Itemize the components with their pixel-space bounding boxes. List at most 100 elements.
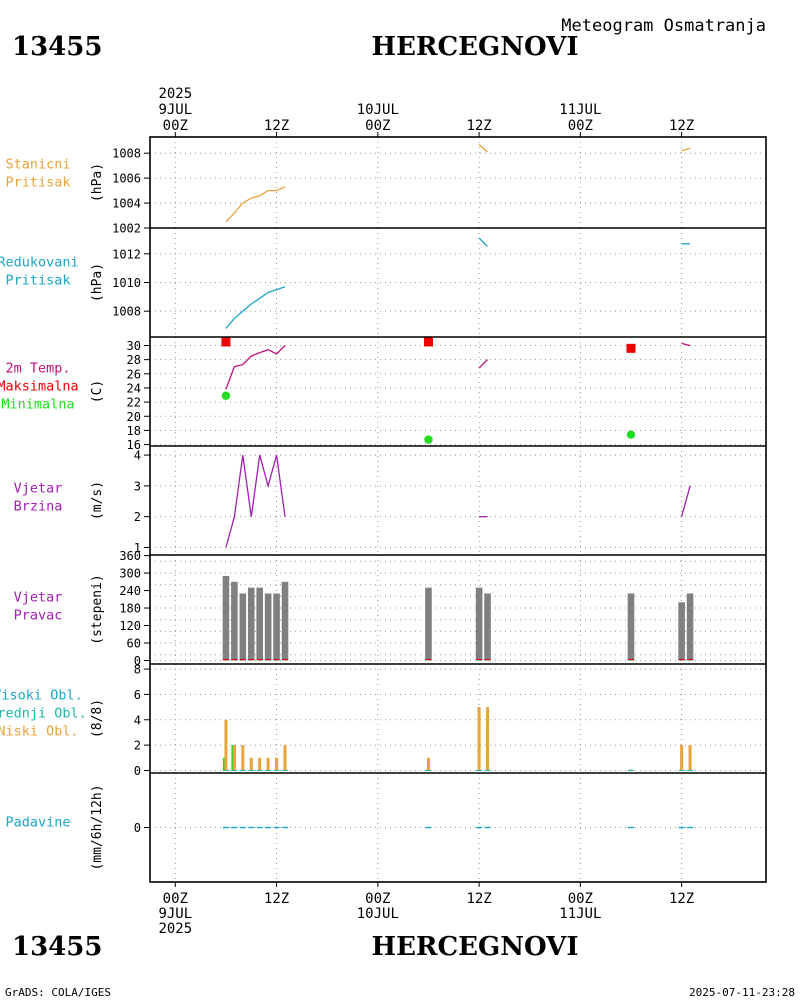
footer-timestamp: 2025-07-11-23:28 [689,986,795,999]
y-axis-label: (8/8) [90,699,105,738]
panel-label: Minimalna [1,397,74,413]
y-tick-label: 2 [134,739,141,753]
station-name-bottom: HERCEGNOVI [372,932,579,962]
wind-dir-bar [247,587,255,661]
series-line [478,144,488,153]
y-tick-label: 4 [134,713,141,727]
y-tick-label: 240 [119,584,141,598]
cloud-low-bar [426,757,430,771]
y-tick-label: 1 [134,541,141,555]
series-pressure [225,144,691,223]
panel-red_pressure: 1008 1010 1012 (hPa) Redukovani Pritisak [0,228,766,337]
y-tick-label: 22 [127,396,141,410]
panel-label: Maksimalna [0,379,79,395]
panel-label: 2m Temp. [5,361,70,377]
cloud-low-bar [258,757,262,771]
y-tick-label: 24 [127,381,141,395]
panel-pressure: 1002 1004 1006 1008 (hPa) Stanicni Pritisak [5,137,766,236]
time-label-bottom: 12Z [466,891,491,907]
series-line [681,342,691,347]
panel-label: Pritisak [5,273,70,289]
time-label-top: 00Z [365,118,390,134]
plot-area: 1002100410061008(hPa)StanicniPritisak100… [0,86,767,937]
cloud-low-bar [688,745,692,771]
meteogram-subtitle: Meteogram Osmatranja [561,16,766,36]
series-line [225,286,286,329]
wind-dir-bar [678,602,685,661]
y-tick-label: 16 [127,438,141,452]
y-tick-label: 3 [134,479,141,493]
time-label-bottom: 00Z [568,891,593,907]
time-label-bottom: 11JUL [559,906,601,922]
series-line [680,485,691,517]
time-label-bottom: 12Z [669,891,694,907]
cloud-low-bar [486,707,490,771]
wind-dir-bar [281,581,289,661]
max-temp-marker [626,343,636,353]
series-line [478,359,488,369]
wind-dir-bar [686,593,694,661]
time-label-top: 10JUL [357,102,399,118]
y-tick-label: 60 [127,637,141,651]
y-tick-label: 1008 [112,305,141,319]
time-label-top: 00Z [163,118,188,134]
cloud-low-bar [283,745,287,771]
y-tick-label: 1010 [112,276,141,290]
y-tick-label: 360 [119,549,141,563]
time-label-top: 11JUL [559,102,601,118]
y-tick-label: 1008 [112,147,141,161]
time-label-top: 12Z [669,118,694,134]
time-label-top: 9JUL [158,102,192,118]
time-label-bottom: 2025 [158,921,192,937]
station-id-top: 13455 [12,32,102,62]
y-tick-label: 20 [127,410,141,424]
time-label-bottom: 00Z [365,891,390,907]
y-tick-label: 180 [119,602,141,616]
y-tick-label: 8 [134,663,141,677]
panel-clouds: 0 2 4 6 8 (8/8) Visoki Obl. Srednji Obl. Niski O… [0,663,766,778]
time-label-top: 2025 [158,86,192,102]
wind-dir-bar [627,593,635,661]
wind-dir-bar [222,575,230,661]
panel-label: Niski Obl. [0,724,79,740]
wind-dir-bar [273,593,280,661]
y-tick-label: 1012 [112,247,141,261]
series-red_pressure [225,237,691,329]
cloud-low-bar [241,745,245,771]
y-axis-label: (m/s) [90,481,105,520]
min-temp-marker [221,391,231,400]
series-wind_dir [222,575,694,661]
y-axis-label: (C) [90,380,105,403]
y-tick-label: 1004 [112,197,141,211]
time-label-bottom: 9JUL [158,906,192,922]
panel-label: Padavine [5,815,70,831]
panel-precip: 0 (mm/6h/12h) Padavine [5,773,766,882]
max-temp-marker [423,337,433,347]
panel-label: Brzina [14,499,63,515]
cloud-low-bar [249,757,253,771]
time-label-top: 12Z [466,118,491,134]
time-label-top: 12Z [264,118,289,134]
cloud-low-bar [266,757,270,771]
y-tick-label: 0 [134,764,141,778]
cloud-low-bar [232,745,236,771]
wind-dir-bar [239,593,247,661]
wind-dir-bar [264,593,272,661]
panel-label: Visoki Obl. [0,688,83,704]
panel-label: Vjetar [14,481,63,497]
y-axis-label: (stepeni) [90,574,105,644]
y-tick-label: 30 [127,339,141,353]
y-tick-label: 0 [134,821,141,835]
y-axis-label: (hPa) [90,263,105,302]
min-temp-marker [626,430,636,439]
series-line [225,454,286,548]
series-line [225,186,286,223]
y-tick-label: 6 [134,688,141,702]
wind-dir-bar [231,581,238,661]
panel-label: Stanicni [5,157,70,173]
time-label-bottom: 10JUL [357,906,399,922]
y-tick-label: 300 [119,567,141,581]
panel-label: Pritisak [5,175,70,191]
